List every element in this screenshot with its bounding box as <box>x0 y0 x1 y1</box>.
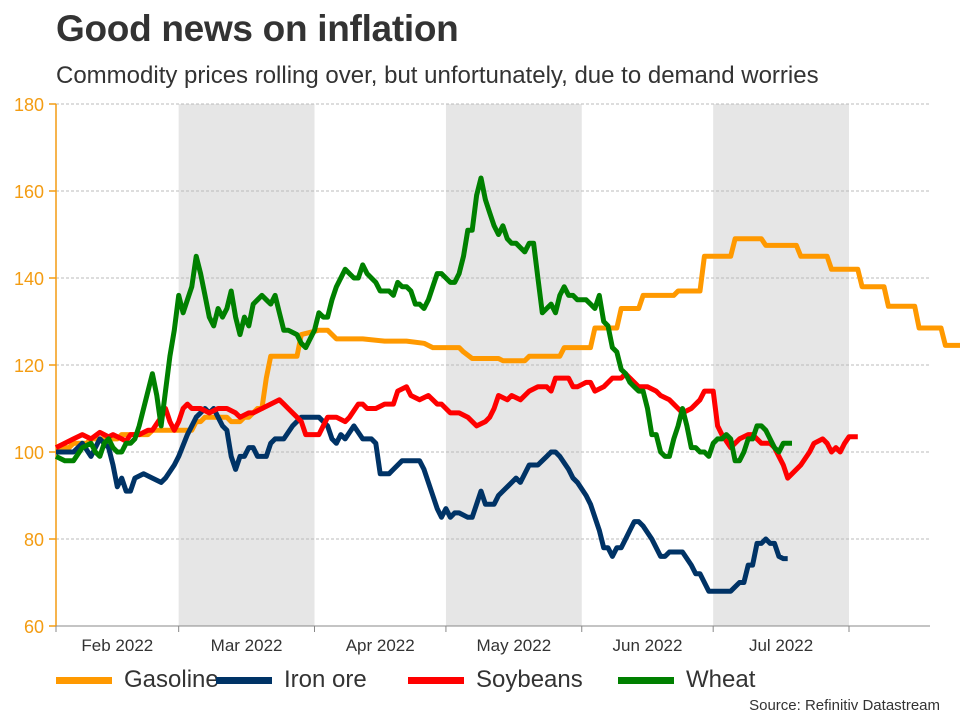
legend-item-soybeans: Soybeans <box>408 662 583 698</box>
legend-item-wheat: Wheat <box>618 662 755 698</box>
x-tick-label: Mar 2022 <box>211 636 283 655</box>
x-tick-label: Feb 2022 <box>81 636 153 655</box>
series-line-wheat <box>54 175 792 464</box>
legend-label-iron-ore: Iron ore <box>284 666 367 693</box>
chart-title: Good news on inflation <box>56 8 459 49</box>
chart-subtitle: Commodity prices rolling over, but unfor… <box>56 62 819 89</box>
y-tick-label: 180 <box>14 95 44 115</box>
legend-label-wheat: Wheat <box>686 666 756 693</box>
legend-label-gasoline: Gasoline <box>124 666 219 693</box>
legend-swatch-soybeans <box>408 676 464 684</box>
y-tick-label: 100 <box>14 443 44 463</box>
y-tick-label: 140 <box>14 269 44 289</box>
series-line-soybeans <box>54 371 858 481</box>
line-chart: 60 80 100 120 140 160 180 Feb 2022 Mar 2022 Apr 2… <box>14 95 960 655</box>
x-tick-label: May 2022 <box>477 636 552 655</box>
y-tick-label: 80 <box>24 530 44 550</box>
legend-swatch-wheat <box>618 676 674 684</box>
y-tick-label: 60 <box>24 617 44 637</box>
legend-swatch-iron-ore <box>216 676 272 684</box>
series-line-gasoline <box>56 236 960 451</box>
legend-label-soybeans: Soybeans <box>476 666 583 693</box>
y-tick-label: 120 <box>14 356 44 376</box>
legend-item-iron-ore: Iron ore <box>216 662 367 698</box>
series-line-iron-ore <box>56 406 788 594</box>
legend-item-gasoline: Gasoline <box>56 662 219 698</box>
chart-legend: Gasoline Iron ore Soybeans Wheat <box>0 662 960 698</box>
x-tick-label: Jun 2022 <box>612 636 682 655</box>
source-note: Source: Refinitiv Datastream <box>749 697 940 714</box>
legend-swatch-gasoline <box>56 676 112 684</box>
y-tick-label: 160 <box>14 182 44 202</box>
x-tick-label: Apr 2022 <box>346 636 415 655</box>
x-tick-label: Jul 2022 <box>749 636 813 655</box>
